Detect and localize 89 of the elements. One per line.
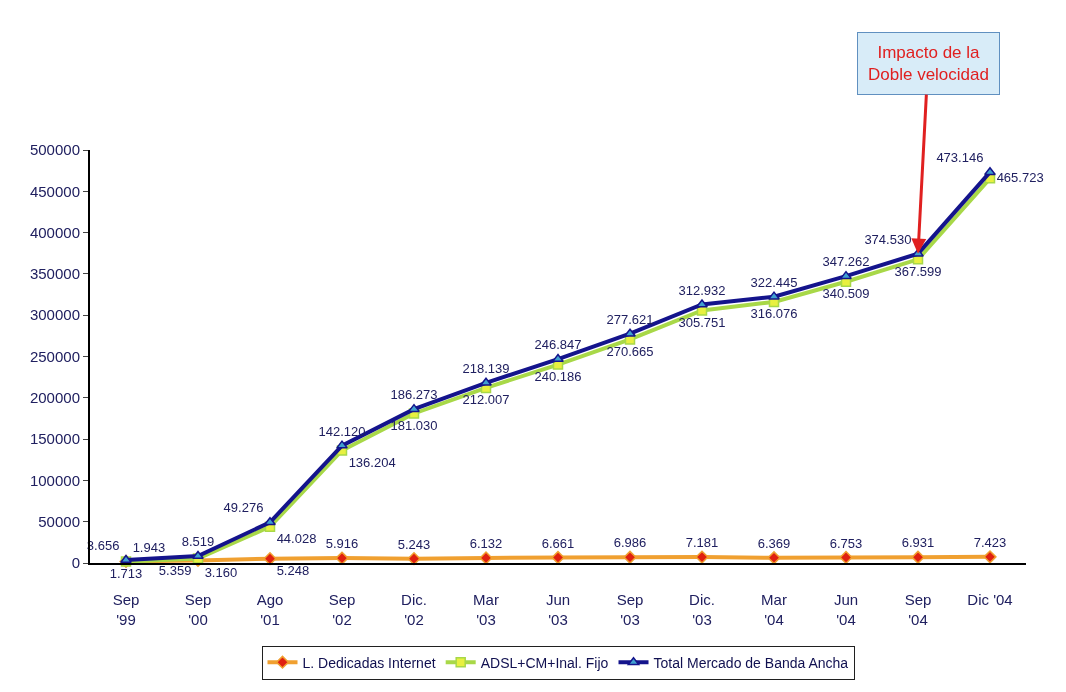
data-label: 7.423 — [973, 534, 1007, 550]
data-label: 465.723 — [996, 169, 1044, 185]
point — [336, 440, 348, 449]
x-tick-label: Jun '03 — [545, 591, 571, 628]
x-tick-label: Sep '04 — [904, 591, 932, 628]
data-label: 6.369 — [757, 535, 791, 551]
point — [983, 550, 997, 564]
data-label: 6.661 — [541, 535, 575, 551]
y-tick-label: 0 — [71, 554, 80, 572]
point — [120, 554, 132, 563]
data-label: 136.204 — [348, 454, 396, 470]
x-tick-label: Sep '02 — [328, 591, 356, 628]
point — [839, 550, 853, 565]
x-tick-label: Ago '01 — [256, 591, 284, 628]
y-tick-label: 400000 — [29, 223, 80, 241]
point — [264, 517, 276, 526]
data-label: 367.599 — [894, 263, 942, 279]
data-label: 340.509 — [822, 286, 870, 302]
point — [408, 403, 420, 413]
data-label: 347.262 — [822, 254, 870, 270]
y-tick-label: 50000 — [38, 512, 80, 530]
data-label: 218.139 — [462, 360, 510, 376]
data-label: 322.445 — [750, 274, 798, 290]
legend-label: Total Mercado de Banda Ancha — [653, 654, 849, 671]
point — [480, 377, 492, 386]
y-tick-label: 100000 — [29, 471, 80, 489]
point — [624, 328, 636, 337]
x-tick-label: Mar '03 — [473, 591, 499, 628]
data-label: 374.530 — [864, 231, 912, 247]
point — [696, 299, 708, 308]
x-tick-label: Dic '04 — [967, 591, 1013, 608]
point — [984, 166, 996, 176]
x-tick-label: Sep '99 — [112, 591, 140, 628]
data-label: 186.273 — [390, 387, 438, 403]
data-label: 6.753 — [829, 535, 863, 551]
data-label: 5.359 — [158, 562, 192, 578]
data-label: 305.751 — [678, 314, 726, 330]
y-tick-label: 200000 — [29, 389, 80, 407]
point — [407, 552, 421, 566]
y-tick-label: 250000 — [29, 347, 80, 365]
data-label: 240.186 — [534, 368, 582, 384]
data-label: 142.120 — [318, 423, 366, 439]
x-tick-label: Sep '03 — [616, 591, 644, 628]
data-label: 1.713 — [109, 565, 143, 581]
point — [335, 551, 349, 565]
point — [192, 550, 204, 559]
legend-label: L. Dedicadas Internet — [302, 654, 436, 671]
point — [768, 291, 780, 300]
data-label: 6.986 — [613, 535, 647, 551]
y-tick-label: 150000 — [29, 430, 80, 448]
point — [479, 551, 493, 565]
data-label: 6.132 — [469, 536, 503, 552]
x-tick-label: Dic. '03 — [689, 591, 715, 628]
point — [911, 550, 925, 564]
x-tick-label: Sep '00 — [184, 591, 212, 628]
data-label: 44.028 — [276, 531, 317, 547]
point — [623, 550, 637, 564]
y-tick-label: 350000 — [29, 265, 80, 283]
data-label: 7.181 — [685, 535, 719, 551]
data-label: 6.931 — [901, 535, 935, 551]
point — [263, 552, 277, 566]
data-label: 5.916 — [325, 536, 359, 552]
y-tick-label: 300000 — [29, 306, 80, 324]
data-label: 1.943 — [132, 539, 166, 555]
point — [840, 270, 852, 280]
data-label: 312.932 — [678, 282, 726, 298]
point — [551, 550, 565, 565]
data-label: 181.030 — [390, 417, 438, 433]
y-tick-label: 450000 — [29, 182, 80, 200]
y-tick-label: 500000 — [29, 141, 80, 159]
point — [767, 551, 781, 565]
data-label: 8.519 — [181, 534, 215, 550]
data-label: 49.276 — [223, 500, 264, 516]
legend-label: ADSL+CM+Inal. Fijo — [480, 654, 609, 671]
data-label: 316.076 — [750, 306, 798, 322]
annotation: Impacto de la Doble velocidad — [868, 43, 989, 85]
data-label: 270.665 — [606, 343, 654, 359]
x-tick-label: Jun '04 — [833, 591, 859, 628]
x-tick-label: Mar '04 — [761, 591, 787, 628]
data-label: 212.007 — [462, 392, 510, 408]
point — [695, 550, 709, 564]
data-label: 5.243 — [397, 536, 431, 552]
data-label: 246.847 — [534, 337, 582, 353]
x-tick-label: Dic. '02 — [401, 591, 427, 628]
data-label: 277.621 — [606, 311, 654, 327]
data-label: 473.146 — [936, 150, 984, 166]
point — [552, 353, 564, 363]
data-label: 3.160 — [204, 564, 238, 580]
data-label: 5.248 — [276, 563, 310, 579]
